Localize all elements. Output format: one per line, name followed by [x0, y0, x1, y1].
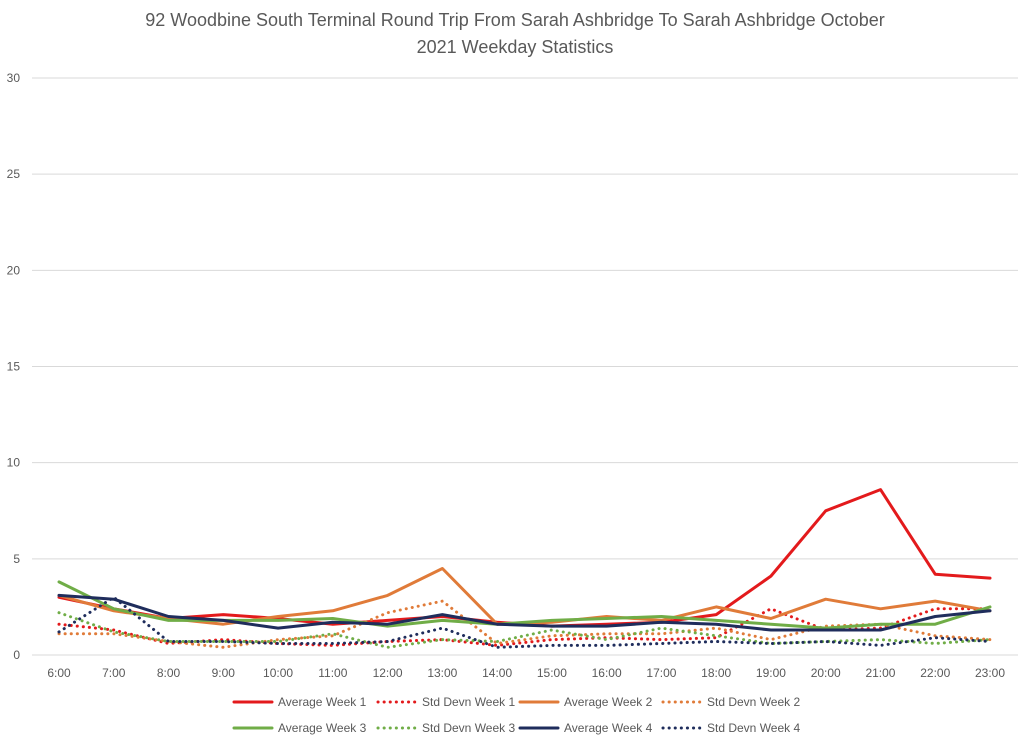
x-tick-label: 10:00	[263, 666, 293, 680]
x-tick-label: 21:00	[865, 666, 895, 680]
legend-label: Average Week 2	[564, 695, 653, 709]
x-tick-label: 20:00	[811, 666, 841, 680]
legend-label: Std Devn Week 2	[707, 695, 800, 709]
y-tick-label: 30	[7, 71, 21, 85]
x-tick-label: 14:00	[482, 666, 512, 680]
x-tick-label: 6:00	[47, 666, 71, 680]
legend-label: Average Week 1	[278, 695, 367, 709]
x-tick-label: 17:00	[646, 666, 676, 680]
y-tick-label: 15	[7, 360, 21, 374]
series-line-average-week-1	[57, 488, 992, 628]
legend: Average Week 1 Std Devn Week 1 Average Wee…	[232, 695, 800, 735]
y-tick-label: 0	[13, 648, 20, 662]
legend-label: Std Devn Week 3	[422, 721, 515, 735]
gridlines	[32, 77, 1018, 656]
x-tick-label: 18:00	[701, 666, 731, 680]
y-tick-label: 5	[13, 552, 20, 566]
x-tick-label: 19:00	[756, 666, 786, 680]
x-tick-label: 9:00	[212, 666, 236, 680]
legend-label: Average Week 3	[278, 721, 367, 735]
y-tick-label: 10	[7, 456, 21, 470]
x-tick-label: 12:00	[373, 666, 403, 680]
legend-label: Std Devn Week 4	[707, 721, 800, 735]
x-tick-label: 13:00	[427, 666, 457, 680]
y-tick-label: 20	[7, 263, 21, 277]
x-tick-label: 23:00	[975, 666, 1005, 680]
series-lines	[57, 488, 992, 649]
legend-label: Std Devn Week 1	[422, 695, 515, 709]
series-line-std-devn-week-3	[57, 611, 992, 649]
x-tick-label: 16:00	[592, 666, 622, 680]
x-tick-label: 22:00	[920, 666, 950, 680]
x-tick-label: 15:00	[537, 666, 567, 680]
x-axis: 6:00 7:00 8:00 9:00 10:00 11:00 12:00 13:00 14:0…	[47, 666, 1005, 680]
x-tick-label: 8:00	[157, 666, 181, 680]
series-line-std-devn-week-4	[57, 595, 992, 649]
series-line-average-week-4	[57, 593, 992, 632]
x-tick-label: 7:00	[102, 666, 126, 680]
x-tick-label: 11:00	[318, 666, 347, 680]
chart-title-line-2: 2021 Weekday Statistics	[417, 37, 614, 57]
chart-title-line-1: 92 Woodbine South Terminal Round Trip Fr…	[145, 10, 884, 30]
y-tick-label: 25	[7, 167, 21, 181]
series-line-std-devn-week-2	[57, 599, 992, 649]
y-axis: 0 5 10 15 20 25 30	[7, 71, 21, 662]
legend-label: Average Week 4	[564, 721, 653, 735]
